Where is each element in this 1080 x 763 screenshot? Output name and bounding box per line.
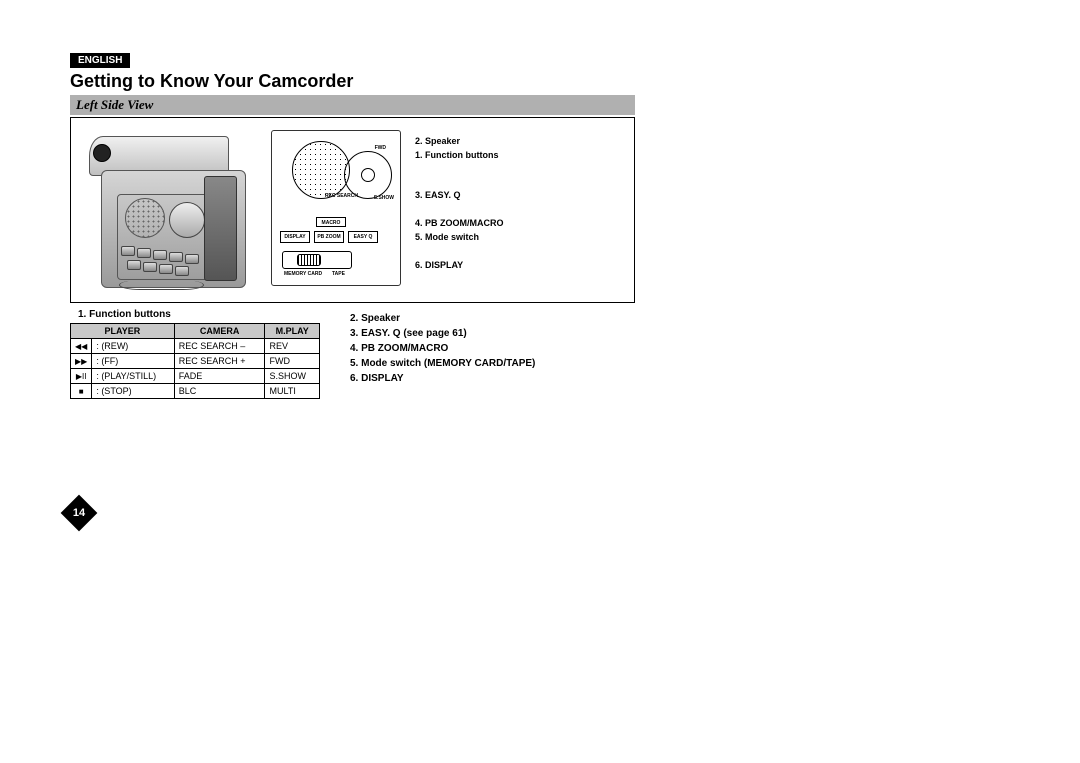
- camcorder-lineart: REC SEARCH S.SHOW FWD MACRO DISPLAY PB Z…: [271, 130, 401, 286]
- easyq-button-icon: EASY Q: [348, 231, 378, 243]
- camera-cell: REC SEARCH –: [174, 339, 265, 354]
- language-badge: ENGLISH: [70, 53, 130, 68]
- player-icon: ■: [71, 384, 92, 399]
- th-camera: CAMERA: [174, 324, 265, 339]
- callout-fnbtns: 1. Function buttons: [415, 150, 499, 162]
- mplay-cell: REV: [265, 339, 320, 354]
- numbered-list: 2. Speaker3. EASY. Q (see page 61)4. PB …: [350, 309, 535, 386]
- function-table-block: 1. Function buttons PLAYER CAMERA M.PLAY…: [70, 309, 320, 399]
- mode-switch-icon: [282, 251, 352, 269]
- player-cell: : (PLAY/STILL): [92, 369, 174, 384]
- function-dial-icon: [344, 151, 392, 199]
- fn-table-title: 1. Function buttons: [78, 309, 320, 320]
- speaker-icon: [292, 141, 350, 199]
- player-cell: : (FF): [92, 354, 174, 369]
- manual-page: ENGLISH Getting to Know Your Camcorder L…: [70, 50, 635, 399]
- page-title: Getting to Know Your Camcorder: [70, 71, 635, 92]
- table-row: ■: (STOP)BLCMULTI: [71, 384, 320, 399]
- dial-label: S.SHOW: [374, 195, 394, 201]
- callout-pbzoom: 4. PB ZOOM/MACRO: [415, 218, 504, 230]
- camera-cell: BLC: [174, 384, 265, 399]
- camera-cell: FADE: [174, 369, 265, 384]
- list-item: 3. EASY. Q (see page 61): [350, 326, 535, 341]
- camera-cell: REC SEARCH +: [174, 354, 265, 369]
- th-player: PLAYER: [71, 324, 175, 339]
- list-item: 2. Speaker: [350, 311, 535, 326]
- page-number: 14: [66, 500, 92, 526]
- table-row: ◀◀: (REW)REC SEARCH –REV: [71, 339, 320, 354]
- list-item: 4. PB ZOOM/MACRO: [350, 341, 535, 356]
- below-content: 1. Function buttons PLAYER CAMERA M.PLAY…: [70, 309, 635, 399]
- diagram-container: REC SEARCH S.SHOW FWD MACRO DISPLAY PB Z…: [70, 117, 635, 303]
- table-row: ▶II: (PLAY/STILL)FADES.SHOW: [71, 369, 320, 384]
- page-number-badge: 14: [61, 495, 98, 532]
- player-cell: : (STOP): [92, 384, 174, 399]
- callout-labels: 2. Speaker 1. Function buttons 3. EASY. …: [415, 130, 626, 286]
- dial-label: FWD: [375, 145, 386, 151]
- camcorder-photo: [89, 130, 257, 292]
- player-icon: ▶II: [71, 369, 92, 384]
- callout-display: 6. DISPLAY: [415, 260, 463, 272]
- mplay-cell: FWD: [265, 354, 320, 369]
- dial-label: REC SEARCH: [325, 193, 358, 199]
- section-title-bar: Left Side View: [70, 95, 635, 115]
- callout-speaker: 2. Speaker: [415, 136, 460, 148]
- player-cell: : (REW): [92, 339, 174, 354]
- table-row: ▶▶: (FF)REC SEARCH +FWD: [71, 354, 320, 369]
- callout-easyq: 3. EASY. Q: [415, 190, 461, 202]
- player-icon: ▶▶: [71, 354, 92, 369]
- function-buttons-table: PLAYER CAMERA M.PLAY ◀◀: (REW)REC SEARCH…: [70, 323, 320, 399]
- pbzoom-button-icon: PB ZOOM: [314, 231, 344, 243]
- display-button-icon: DISPLAY: [280, 231, 310, 243]
- switch-label-left: MEMORY CARD: [284, 271, 322, 277]
- th-mplay: M.PLAY: [265, 324, 320, 339]
- list-item: 6. DISPLAY: [350, 371, 535, 386]
- switch-label-right: TAPE: [332, 271, 345, 277]
- macro-button-icon: MACRO: [316, 217, 346, 227]
- player-icon: ◀◀: [71, 339, 92, 354]
- mplay-cell: S.SHOW: [265, 369, 320, 384]
- callout-mode: 5. Mode switch: [415, 232, 479, 244]
- list-item: 5. Mode switch (MEMORY CARD/TAPE): [350, 356, 535, 371]
- mplay-cell: MULTI: [265, 384, 320, 399]
